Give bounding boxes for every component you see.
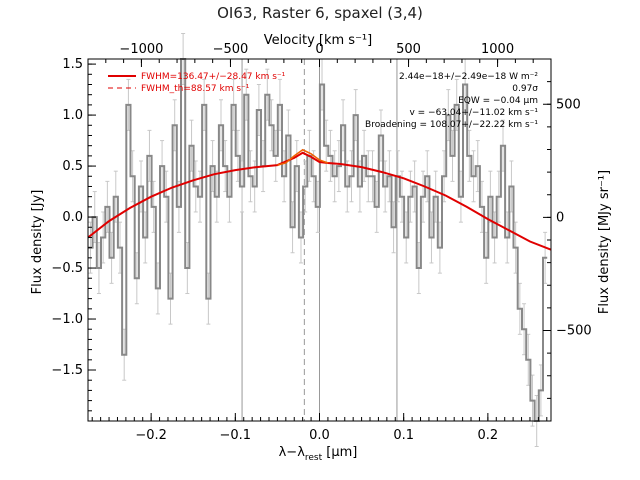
plot-area: −0.2 −0.1 0.0 0.1 0.2 −1000 −500 0 500 1000 −1.5 −1… <box>51 33 592 447</box>
x-tick-label: −0.2 <box>135 428 167 443</box>
annotation-line-flux: 2.44e−18+/−2.49e−18 W m⁻² <box>399 72 538 82</box>
y-tick-label: 1.5 <box>62 57 83 72</box>
legend: FWHM=136.47+/−28.47 km s⁻¹ FWHM_th=88.57… <box>108 72 286 94</box>
spectrum-series <box>88 58 548 422</box>
x-tick-label: 0.0 <box>309 428 330 443</box>
x-axis-label-subscript: rest <box>305 453 323 463</box>
y-tick-label: 0.5 <box>62 159 83 174</box>
annotation-broadening: Broadening = 108.07+/−22.22 km s⁻¹ <box>365 120 538 130</box>
top-tick-label: 500 <box>396 42 421 57</box>
x-axis-label-main: λ−λ <box>279 445 306 460</box>
top-tick-label: 0 <box>315 42 323 57</box>
gaussian-series <box>277 148 329 166</box>
legend-label-fwhm-th: FWHM_th=88.57 km s⁻¹ <box>141 84 250 94</box>
annotation-significance: 0.97σ <box>512 84 538 94</box>
right-tick-label: 500 <box>556 97 581 112</box>
y-tick-label: −0.5 <box>51 261 83 276</box>
legend-label-fwhm: FWHM=136.47+/−28.47 km s⁻¹ <box>141 72 286 82</box>
annotation-velocity: v = −63.04+/−11.02 km s⁻¹ <box>409 108 538 118</box>
y-tick-label: 1.0 <box>62 108 83 123</box>
top-axis-label: Velocity [km s⁻¹] <box>264 33 372 48</box>
y-axis-label-left: Flux density [Jy] <box>30 190 45 295</box>
x-tick-label: 0.1 <box>393 428 414 443</box>
right-tick-label: −500 <box>556 324 592 339</box>
y-axis-label-right: Flux density [MJy sr⁻¹] <box>597 170 612 314</box>
x-tick-label: 0.2 <box>478 428 499 443</box>
top-tick-label: −1000 <box>119 42 163 57</box>
fit-series <box>87 151 552 251</box>
fit-annotations: 2.44e−18+/−2.49e−18 W m⁻² 0.97σ EQW = −0… <box>365 72 538 130</box>
x-tick-label: −0.1 <box>220 428 252 443</box>
x-axis-label: λ−λrest [μm] <box>279 445 358 463</box>
y-tick-label: 0.0 <box>62 210 83 225</box>
y-tick-label: −1.0 <box>51 312 83 327</box>
chart-title: OI63, Raster 6, spaxel (3,4) <box>217 4 423 22</box>
right-tick-label: 0 <box>556 210 564 225</box>
y-tick-label: −1.5 <box>51 363 83 378</box>
top-tick-label: −500 <box>213 42 249 57</box>
x-axis-label-unit: [μm] <box>322 445 357 460</box>
annotation-eqw: EQW = −0.04 μm <box>458 96 538 106</box>
top-tick-label: 1000 <box>481 42 514 57</box>
